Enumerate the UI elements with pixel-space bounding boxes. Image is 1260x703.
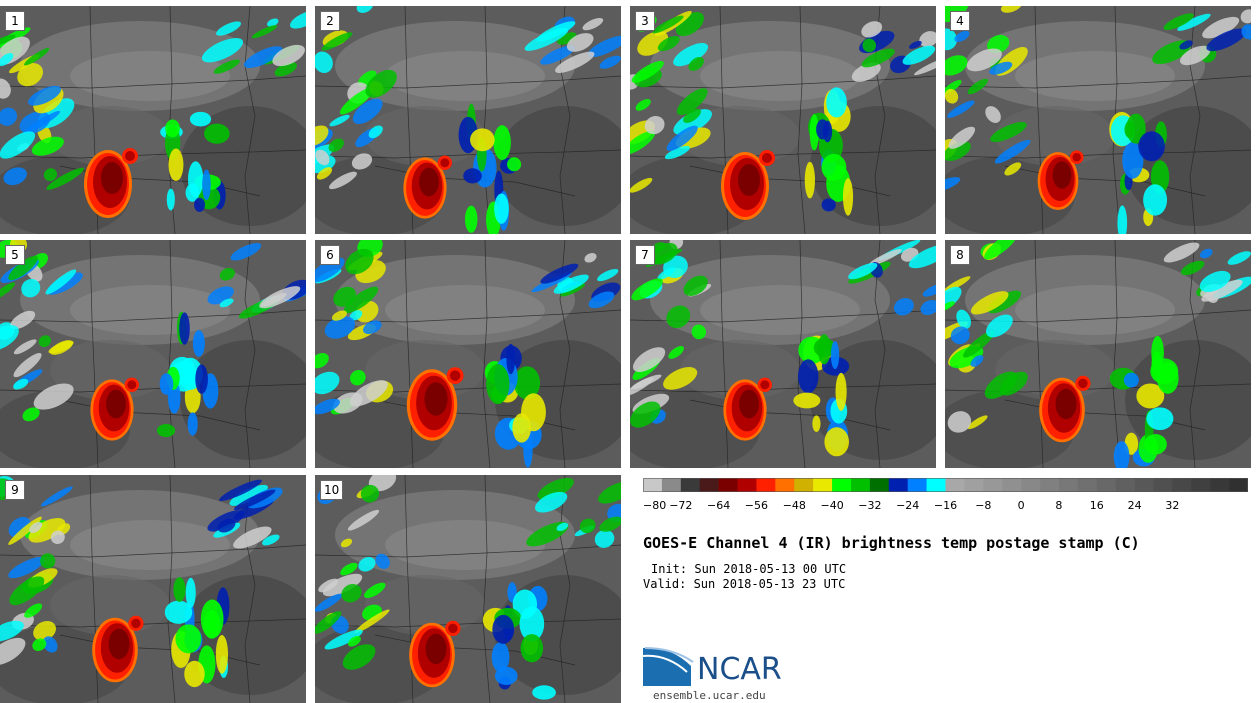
ncar-logo-icon bbox=[643, 647, 694, 686]
valid-time: Valid: Sun 2018-05-13 23 UTC bbox=[643, 577, 846, 591]
colorbar: −80 −72 −64 −56 −48 −40 −32 −24 −16 −8 0 8 16 24 32 bbox=[643, 478, 1248, 512]
ir-satellite-map bbox=[945, 6, 1251, 234]
postage-stamp-panel: 7 bbox=[630, 240, 936, 468]
colorbar-tick-label: −72 bbox=[669, 499, 692, 512]
colorbar-tick-label: 8 bbox=[1055, 499, 1062, 512]
colorbar-swatch bbox=[1134, 478, 1154, 492]
ir-satellite-map bbox=[315, 6, 621, 234]
postage-stamp-panel: 5 bbox=[0, 240, 306, 468]
colorbar-tick-label: 16 bbox=[1090, 499, 1104, 512]
colorbar-swatch bbox=[1058, 478, 1079, 492]
colorbar-swatch bbox=[775, 478, 795, 492]
colorbar-swatch bbox=[643, 478, 663, 492]
colorbar-tick-label: −24 bbox=[896, 499, 919, 512]
init-time: Init: Sun 2018-05-13 00 UTC bbox=[651, 562, 847, 576]
colorbar-swatch bbox=[737, 478, 757, 492]
colorbar-swatch bbox=[1115, 478, 1135, 492]
colorbar-swatch bbox=[945, 478, 965, 492]
panel-label: 7 bbox=[635, 245, 655, 265]
colorbar-swatch bbox=[850, 478, 871, 492]
colorbar-swatch bbox=[661, 478, 682, 492]
colorbar-swatch bbox=[832, 478, 852, 492]
colorbar-tick-label: −16 bbox=[934, 499, 957, 512]
postage-stamp-panel: 6 bbox=[315, 240, 621, 468]
colorbar-tick-label: 0 bbox=[1018, 499, 1025, 512]
ir-satellite-map bbox=[0, 240, 306, 468]
colorbar-tick-label: 32 bbox=[1165, 499, 1179, 512]
ir-satellite-map bbox=[945, 240, 1251, 468]
colorbar-swatch bbox=[964, 478, 984, 492]
ir-satellite-map bbox=[315, 475, 621, 703]
colorbar-swatch bbox=[1153, 478, 1173, 492]
colorbar-swatch bbox=[718, 478, 738, 492]
colorbar-swatch bbox=[794, 478, 814, 492]
colorbar-swatch bbox=[869, 478, 890, 492]
panel-label: 3 bbox=[635, 11, 655, 31]
logo-text: NCAR bbox=[697, 652, 782, 687]
panel-label: 9 bbox=[5, 480, 25, 500]
postage-stamp-panel: 2 bbox=[315, 6, 621, 234]
postage-stamp-panel: 3 bbox=[630, 6, 936, 234]
postage-stamp-panel: 4 bbox=[945, 6, 1251, 234]
colorbar-swatch bbox=[813, 478, 833, 492]
colorbar-swatch bbox=[1096, 478, 1116, 492]
colorbar-tick-label: −64 bbox=[707, 499, 730, 512]
colorbar-swatch bbox=[983, 478, 1003, 492]
ir-satellite-map bbox=[0, 475, 306, 703]
colorbar-swatch bbox=[1191, 478, 1211, 492]
colorbar-swatch bbox=[699, 478, 719, 492]
colorbar-tick-label: −8 bbox=[975, 499, 991, 512]
colorbar-swatch bbox=[1172, 478, 1192, 492]
colorbar-swatch bbox=[756, 478, 776, 492]
colorbar-swatch bbox=[1040, 478, 1060, 492]
panel-label: 1 bbox=[5, 11, 25, 31]
postage-stamp-panel: 1 bbox=[0, 6, 306, 234]
colorbar-swatch bbox=[1210, 478, 1230, 492]
colorbar-swatch bbox=[907, 478, 927, 492]
colorbar-swatch bbox=[1229, 478, 1248, 492]
ir-satellite-map bbox=[0, 6, 306, 234]
colorbar-swatch bbox=[888, 478, 908, 492]
panel-label: 4 bbox=[950, 11, 970, 31]
panel-label: 2 bbox=[320, 11, 340, 31]
colorbar-tick-label: −32 bbox=[858, 499, 881, 512]
panel-label: 8 bbox=[950, 245, 970, 265]
panel-label: 5 bbox=[5, 245, 25, 265]
ir-satellite-map bbox=[315, 240, 621, 468]
panel-label: 6 bbox=[320, 245, 340, 265]
ir-satellite-map bbox=[630, 6, 936, 234]
panel-label: 10 bbox=[320, 480, 344, 500]
colorbar-tick-label: −80 bbox=[643, 499, 666, 512]
postage-stamp-panel: 9 bbox=[0, 475, 306, 703]
colorbar-swatch bbox=[1021, 478, 1041, 492]
colorbar-swatch bbox=[680, 478, 701, 492]
postage-stamp-panel: 10 bbox=[315, 475, 621, 703]
colorbar-tick-label: 24 bbox=[1128, 499, 1142, 512]
colorbar-tick-label: −40 bbox=[820, 499, 843, 512]
postage-stamp-panel: 8 bbox=[945, 240, 1251, 468]
site-url: ensemble.ucar.edu bbox=[653, 689, 766, 702]
colorbar-swatch bbox=[926, 478, 946, 492]
colorbar-swatch bbox=[1077, 478, 1098, 492]
colorbar-tick-label: −48 bbox=[783, 499, 806, 512]
colorbar-swatch bbox=[1002, 478, 1022, 492]
figure-title: GOES-E Channel 4 (IR) brightness temp po… bbox=[643, 534, 1140, 552]
ir-satellite-map bbox=[630, 240, 936, 468]
colorbar-tick-label: −56 bbox=[745, 499, 768, 512]
